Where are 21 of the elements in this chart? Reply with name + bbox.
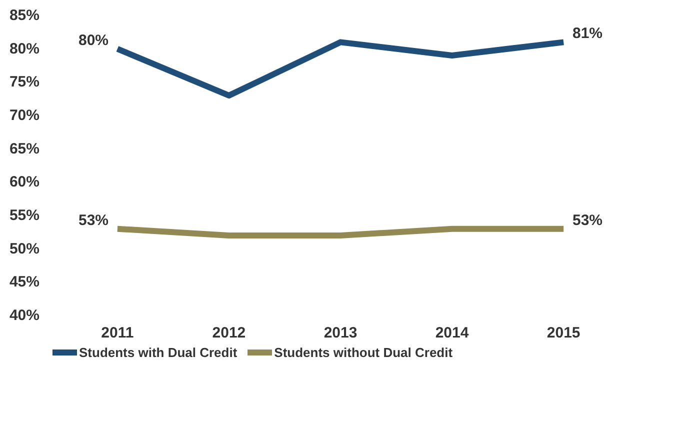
x-tick-label: 2015 bbox=[546, 324, 580, 342]
x-tick-label: 2011 bbox=[101, 324, 134, 342]
y-tick-label: 75% bbox=[9, 74, 40, 91]
y-tick-label: 40% bbox=[9, 307, 40, 324]
legend-label: Students without Dual Credit bbox=[274, 344, 453, 360]
y-tick-label: 55% bbox=[9, 207, 40, 224]
data-label: 81% bbox=[572, 25, 603, 42]
legend-label: Students with Dual Credit bbox=[79, 344, 238, 360]
data-label: 53% bbox=[572, 212, 603, 229]
y-tick-label: 45% bbox=[9, 274, 40, 291]
y-tick-label: 85% bbox=[9, 7, 40, 24]
y-tick-label: 70% bbox=[9, 107, 40, 124]
data-label: 80% bbox=[78, 32, 109, 49]
y-tick-label: 80% bbox=[9, 40, 40, 58]
y-tick-label: 60% bbox=[9, 174, 40, 191]
y-tick-label: 65% bbox=[9, 140, 40, 158]
data-label: 53% bbox=[78, 212, 109, 229]
x-tick-label: 2013 bbox=[324, 324, 358, 342]
x-tick-label: 2012 bbox=[212, 324, 246, 342]
y-tick-label: 50% bbox=[9, 240, 40, 258]
x-tick-label: 2014 bbox=[435, 324, 470, 342]
